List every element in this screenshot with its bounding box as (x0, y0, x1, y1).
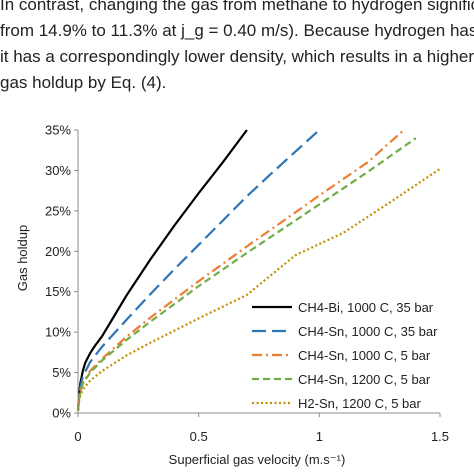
series-line-2 (76, 129, 321, 411)
series-line-4 (76, 137, 417, 411)
y-tick-label: 10% (45, 325, 71, 340)
legend-label-2: CH4-Sn, 1000 C, 35 bar (298, 324, 438, 339)
axes-layer: 0% 5% 10% 15% 20% 25% 30% 35% 0 0.5 1 1.5 (45, 123, 449, 445)
x-tick-label: 0.5 (190, 429, 208, 444)
excerpt-line-2: from 14.9% to 11.3% at j_g = 0.40 m/s). … (0, 21, 474, 40)
legend-label-1: CH4-Bi, 1000 C, 35 bar (298, 300, 434, 315)
y-tick-label: 25% (45, 203, 71, 218)
excerpt-line-1: In contrast, changing the gas from metha… (0, 0, 474, 14)
series-line-3 (76, 129, 405, 411)
y-tick-label: 35% (45, 123, 71, 138)
legend-label-5: H2-Sn, 1200 C, 5 bar (298, 396, 422, 411)
y-tick-label: 0% (52, 406, 71, 421)
x-tick-label: 0 (74, 429, 81, 444)
x-tick-label: 1 (316, 429, 323, 444)
x-tick-label: 1.5 (431, 429, 449, 444)
excerpt-line-3: it has a correspondingly lower density, … (0, 47, 474, 66)
series-line-5 (76, 167, 441, 411)
legend: CH4-Bi, 1000 C, 35 bar CH4-Sn, 1000 C, 35… (252, 300, 438, 411)
y-tick-label: 15% (45, 284, 71, 299)
plot-area (78, 130, 440, 413)
legend-label-3: CH4-Sn, 1000 C, 5 bar (298, 348, 431, 363)
y-tick-label: 30% (45, 163, 71, 178)
paper-excerpt: In contrast, changing the gas from metha… (0, 0, 474, 96)
plot-background (78, 130, 440, 413)
y-axis-title: Gas holdup (15, 225, 30, 292)
y-tick-label: 20% (45, 244, 71, 259)
series-layer (76, 129, 441, 411)
legend-label-4: CH4-Sn, 1200 C, 5 bar (298, 372, 431, 387)
x-axis-title: Superficial gas velocity (m.s⁻¹) (169, 452, 346, 467)
y-tick-label: 5% (52, 365, 71, 380)
excerpt-line-4: gas holdup by Eq. (4). (0, 73, 167, 92)
